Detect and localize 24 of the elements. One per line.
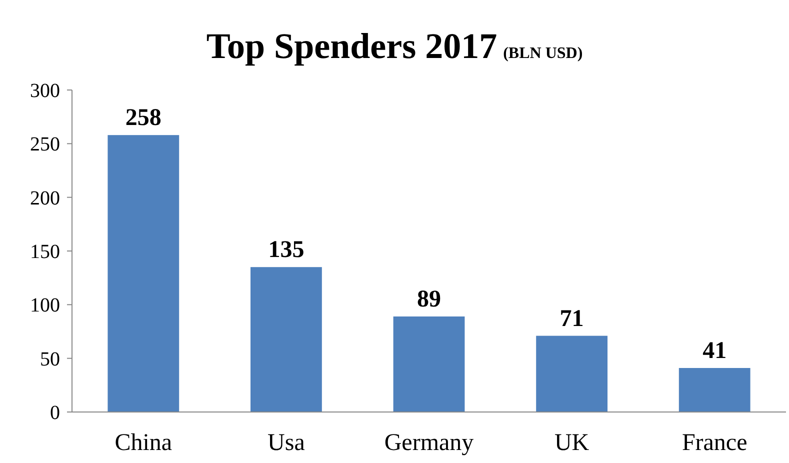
bar — [393, 316, 465, 412]
y-tick-label: 100 — [30, 294, 60, 317]
x-tick-label: France — [682, 430, 748, 456]
data-label: 258 — [125, 105, 162, 132]
bar — [250, 267, 322, 412]
x-tick-label: UK — [554, 430, 590, 456]
x-tick-label: Usa — [268, 430, 306, 456]
y-tick-label: 300 — [30, 80, 60, 102]
data-label: 135 — [268, 237, 304, 264]
y-tick-label: 50 — [40, 348, 60, 370]
bar — [678, 368, 750, 412]
data-label: 41 — [702, 338, 727, 364]
bar — [536, 336, 608, 412]
data-label: 89 — [417, 286, 441, 312]
chart-subtitle: (BLN USD) — [503, 45, 583, 62]
x-tick-label: China — [114, 430, 172, 456]
y-tick-label: 150 — [30, 241, 60, 263]
y-tick-label: 250 — [30, 134, 60, 156]
bar — [108, 135, 180, 412]
x-tick-label: Germany — [384, 430, 474, 456]
y-tick-label: 200 — [30, 187, 60, 210]
chart-title: Top Spenders 2017 — [206, 26, 498, 66]
y-tick-label: 0 — [50, 402, 60, 424]
data-label: 71 — [560, 306, 584, 332]
